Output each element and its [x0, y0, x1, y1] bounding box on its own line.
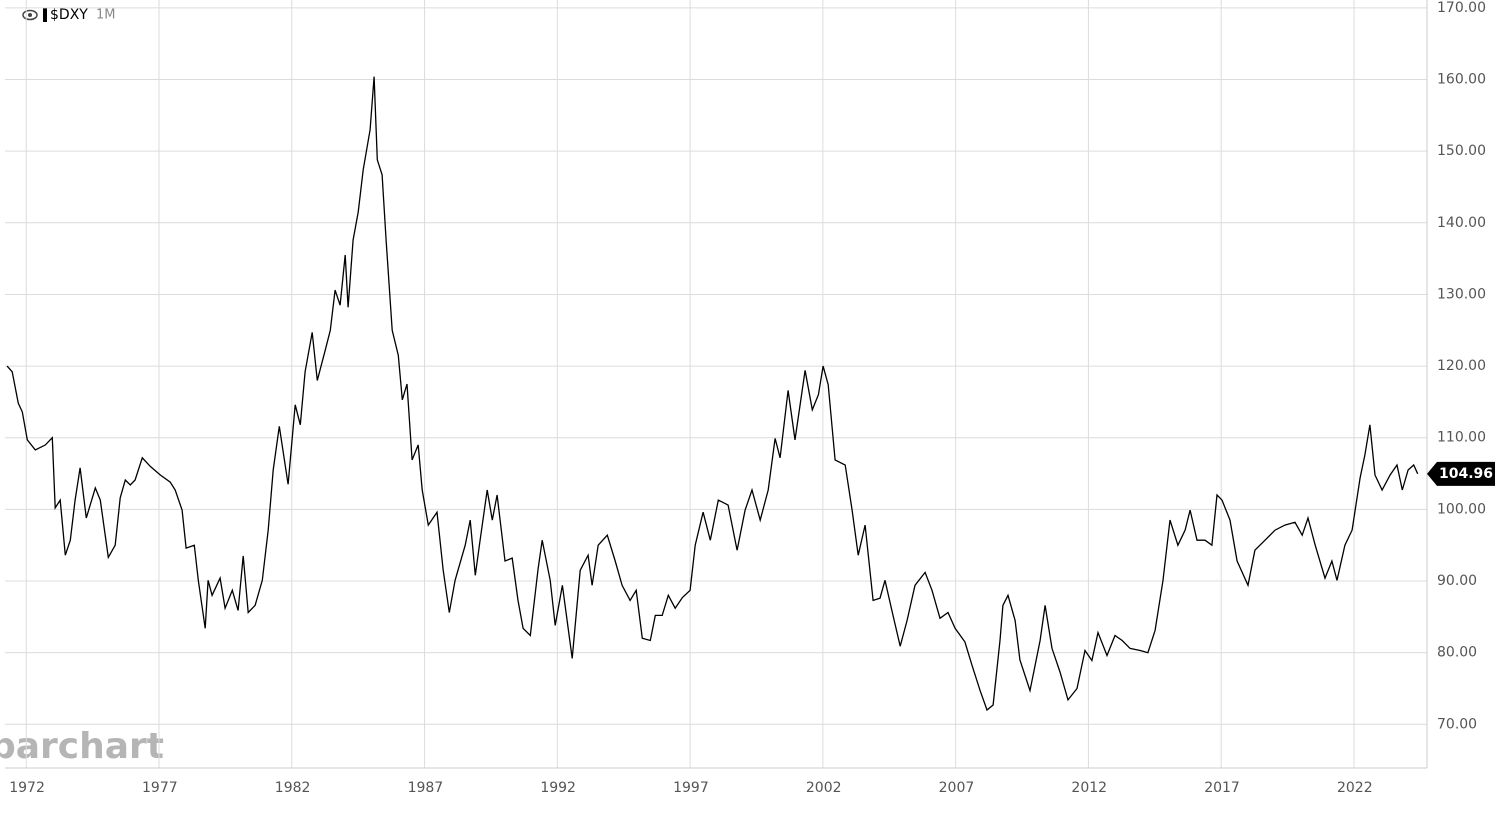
eye-icon[interactable] — [22, 9, 38, 21]
legend: $DXY 1M — [22, 7, 116, 23]
y-tick-label: 80.00 — [1437, 645, 1477, 661]
x-tick-label: 1987 — [408, 780, 444, 796]
plot: 70.00 80.00 90.00 100.00 110.00 120.00 130.00 1… — [5, 0, 1495, 796]
x-tick-label: 1997 — [673, 780, 709, 796]
y-tick-label: 130.00 — [1437, 286, 1486, 302]
price-line — [6, 76, 1419, 712]
x-tick-label: 1972 — [9, 780, 45, 796]
y-tick-label: 140.00 — [1437, 215, 1486, 231]
y-tick-label: 100.00 — [1437, 501, 1486, 517]
x-tick-label: 2007 — [939, 780, 975, 796]
x-tick-label: 2012 — [1071, 780, 1107, 796]
y-tick-label: 120.00 — [1437, 358, 1486, 374]
last-price-box — [1427, 461, 1495, 486]
x-tick-label: 2002 — [806, 780, 842, 796]
y-tick-label: 150.00 — [1437, 143, 1486, 159]
y-tick-label: 170.00 — [1437, 0, 1486, 16]
x-tick-label: 1977 — [142, 780, 178, 796]
x-tick-label: 2017 — [1204, 780, 1240, 796]
y-tick-label: 110.00 — [1437, 430, 1486, 446]
series-swatch — [43, 8, 47, 22]
last-price-label: 104.96 — [1439, 466, 1493, 482]
y-tick-label: 90.00 — [1437, 573, 1477, 589]
watermark: barchart — [0, 726, 164, 767]
symbol: $DXY — [50, 7, 88, 23]
y-tick-label: 160.00 — [1437, 72, 1486, 88]
x-tick-label: 1992 — [540, 780, 576, 796]
x-tick-label: 1982 — [275, 780, 311, 796]
x-tick-label: 2022 — [1337, 780, 1373, 796]
eye-pupil — [28, 13, 32, 17]
interval: 1M — [96, 8, 116, 23]
y-tick-label: 70.00 — [1437, 716, 1477, 732]
